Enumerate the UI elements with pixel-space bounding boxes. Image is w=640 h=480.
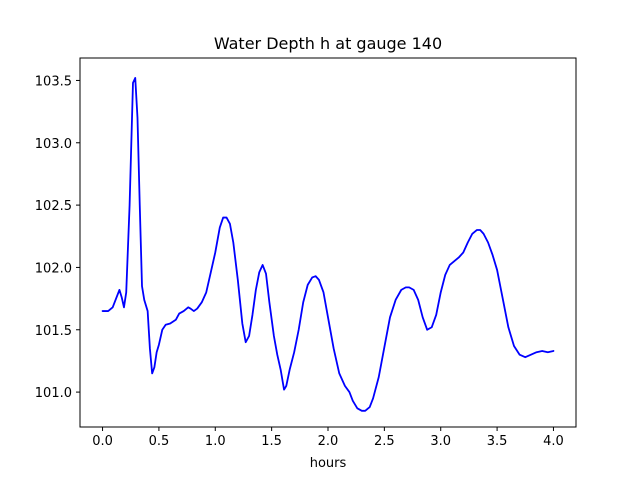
plot-area: 0.0 0.5 1.0 1.5 2.0 2.5 3.0 3.5 4.0 101.0101.510…: [35, 57, 577, 449]
x-tick-label: 3.5: [487, 434, 508, 449]
x-axis-label: hours: [310, 456, 347, 471]
y-tick-label: 102.0: [35, 261, 72, 276]
x-tick-label: 2.5: [374, 434, 395, 449]
x-tick-label: 4.0: [543, 434, 564, 449]
x-tick-label: 1.0: [205, 434, 226, 449]
y-tick-label: 102.5: [35, 199, 72, 214]
x-tick-label: 3.0: [430, 434, 451, 449]
x-axis-ticks: 0.0 0.5 1.0 1.5 2.0 2.5 3.0 3.5 4.0: [92, 427, 564, 449]
y-axis-ticks: 101.0 101.5 102.0 102.5 103.0 103.5: [35, 74, 80, 401]
y-tick-label: 103.5: [35, 74, 72, 89]
y-tick-label: 103.0: [35, 137, 72, 152]
series-layer: [101, 77, 555, 412]
x-tick-label: 1.5: [261, 434, 282, 449]
x-tick-label: 2.0: [318, 434, 339, 449]
y-tick-label: 101.5: [35, 324, 72, 339]
y-tick-label: 101.0: [35, 386, 72, 401]
x-tick-label: 0.0: [92, 434, 113, 449]
x-tick-label: 0.5: [149, 434, 170, 449]
chart-title: Water Depth h at gauge 140: [214, 34, 442, 53]
series-line: [101, 77, 555, 412]
